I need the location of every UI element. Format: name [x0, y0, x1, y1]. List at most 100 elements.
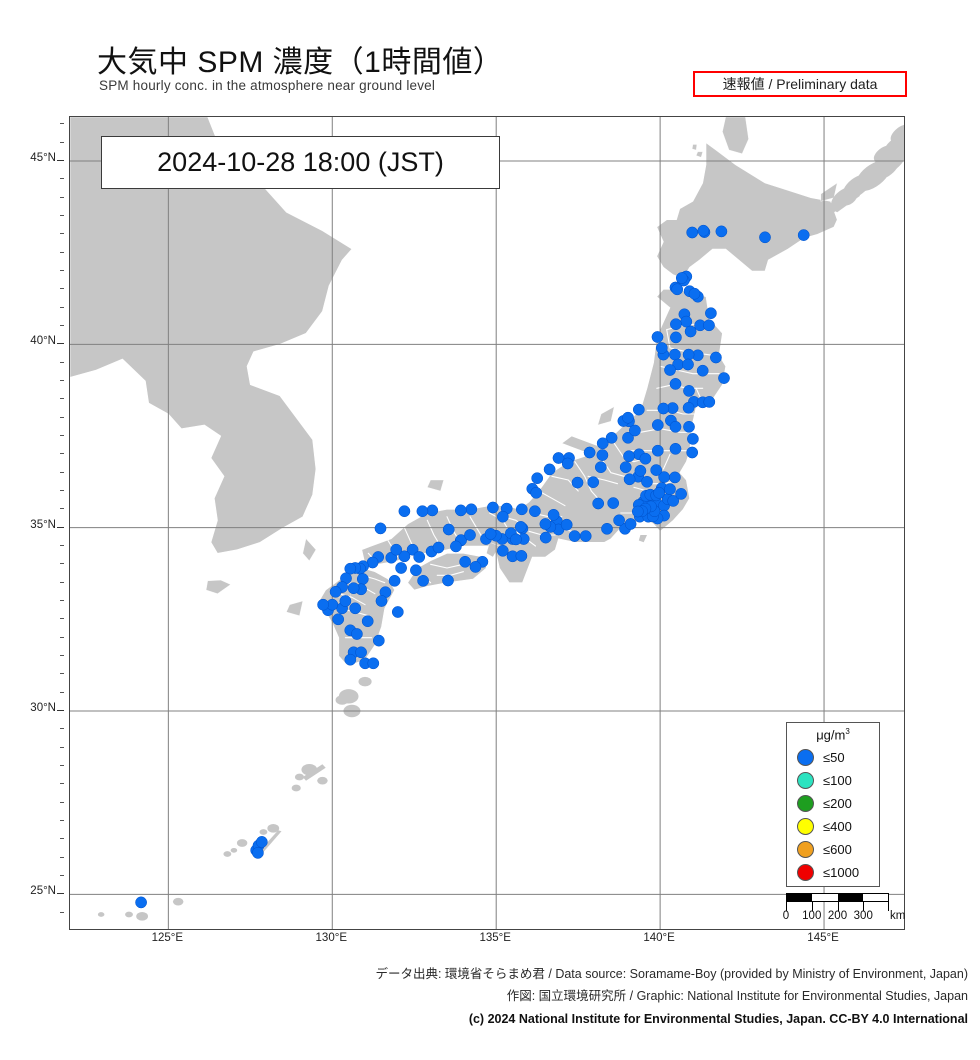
- station-point[interactable]: [632, 403, 645, 416]
- station-point[interactable]: [669, 348, 681, 361]
- station-point[interactable]: [515, 503, 528, 516]
- station-point[interactable]: [496, 510, 509, 523]
- station-point[interactable]: [684, 325, 697, 338]
- station-point[interactable]: [613, 514, 625, 527]
- station-point[interactable]: [675, 488, 687, 500]
- station-point[interactable]: [529, 505, 541, 518]
- station-point[interactable]: [669, 420, 682, 433]
- station-point[interactable]: [539, 531, 552, 544]
- station-point[interactable]: [605, 431, 618, 444]
- station-point[interactable]: [629, 424, 641, 437]
- station-point[interactable]: [682, 401, 695, 414]
- station-point[interactable]: [651, 419, 664, 431]
- station-point[interactable]: [658, 471, 670, 483]
- station-point[interactable]: [710, 351, 722, 364]
- station-point[interactable]: [671, 283, 684, 296]
- station-point[interactable]: [623, 473, 636, 486]
- station-point[interactable]: [664, 483, 676, 496]
- station-point[interactable]: [601, 522, 613, 535]
- station-point[interactable]: [339, 595, 352, 607]
- station-point[interactable]: [680, 315, 693, 328]
- station-point[interactable]: [664, 364, 676, 376]
- station-point[interactable]: [398, 505, 411, 518]
- station-point[interactable]: [651, 444, 664, 457]
- station-point[interactable]: [530, 486, 543, 499]
- station-point[interactable]: [624, 518, 637, 530]
- station-point[interactable]: [682, 358, 694, 371]
- station-point[interactable]: [583, 446, 596, 459]
- station-point[interactable]: [686, 226, 699, 239]
- station-point[interactable]: [450, 540, 462, 553]
- station-point[interactable]: [375, 595, 388, 607]
- station-point[interactable]: [406, 543, 419, 556]
- station-point[interactable]: [329, 585, 342, 598]
- station-point[interactable]: [390, 543, 403, 556]
- station-point[interactable]: [696, 364, 709, 377]
- station-point[interactable]: [655, 342, 668, 354]
- station-point[interactable]: [416, 505, 429, 518]
- station-point[interactable]: [705, 307, 717, 320]
- station-point[interactable]: [759, 231, 771, 244]
- station-point[interactable]: [469, 561, 482, 573]
- station-point[interactable]: [459, 555, 471, 568]
- station-point[interactable]: [634, 464, 647, 477]
- station-point[interactable]: [252, 847, 264, 859]
- station-point[interactable]: [417, 574, 429, 587]
- station-point[interactable]: [510, 533, 522, 546]
- station-point[interactable]: [683, 385, 695, 397]
- station-point[interactable]: [514, 521, 527, 533]
- station-point[interactable]: [317, 598, 329, 611]
- station-point[interactable]: [703, 396, 716, 408]
- station-point[interactable]: [579, 530, 592, 542]
- station-point[interactable]: [596, 437, 609, 450]
- station-point[interactable]: [592, 497, 605, 510]
- station-point[interactable]: [561, 457, 574, 470]
- station-point[interactable]: [332, 613, 345, 626]
- station-point[interactable]: [571, 476, 584, 489]
- station-point[interactable]: [432, 541, 445, 554]
- station-point[interactable]: [255, 836, 268, 848]
- station-point[interactable]: [715, 225, 728, 238]
- station-point[interactable]: [356, 573, 369, 585]
- station-point[interactable]: [413, 551, 426, 563]
- station-point[interactable]: [539, 518, 552, 530]
- station-point[interactable]: [374, 522, 387, 535]
- station-point[interactable]: [631, 505, 644, 518]
- station-point[interactable]: [623, 450, 635, 463]
- station-point[interactable]: [426, 504, 439, 517]
- station-point[interactable]: [355, 646, 367, 659]
- station-point[interactable]: [622, 411, 634, 424]
- station-point[interactable]: [641, 475, 653, 488]
- station-point[interactable]: [683, 420, 695, 433]
- station-point[interactable]: [515, 550, 528, 562]
- station-point[interactable]: [395, 562, 407, 574]
- station-point[interactable]: [651, 331, 664, 343]
- station-point[interactable]: [552, 452, 565, 464]
- station-point[interactable]: [361, 615, 374, 628]
- station-point[interactable]: [667, 495, 680, 507]
- station-point[interactable]: [657, 402, 670, 415]
- station-point[interactable]: [543, 463, 556, 476]
- station-point[interactable]: [398, 550, 411, 563]
- station-point[interactable]: [442, 523, 455, 536]
- station-point[interactable]: [351, 628, 363, 640]
- station-point[interactable]: [464, 529, 476, 541]
- station-point[interactable]: [669, 471, 681, 484]
- station-point[interactable]: [347, 582, 360, 595]
- station-point[interactable]: [135, 896, 147, 909]
- station-point[interactable]: [465, 503, 478, 516]
- station-point[interactable]: [496, 544, 509, 557]
- station-point[interactable]: [388, 574, 401, 587]
- station-point[interactable]: [682, 348, 695, 361]
- station-point[interactable]: [560, 518, 573, 531]
- station-point[interactable]: [568, 530, 581, 542]
- station-point[interactable]: [653, 486, 665, 499]
- station-point[interactable]: [622, 431, 634, 444]
- station-point[interactable]: [487, 501, 499, 514]
- map-canvas[interactable]: [69, 116, 905, 930]
- station-point[interactable]: [697, 224, 710, 237]
- station-point[interactable]: [344, 562, 357, 575]
- station-point[interactable]: [596, 449, 609, 461]
- station-point[interactable]: [670, 318, 682, 331]
- station-point[interactable]: [650, 464, 663, 476]
